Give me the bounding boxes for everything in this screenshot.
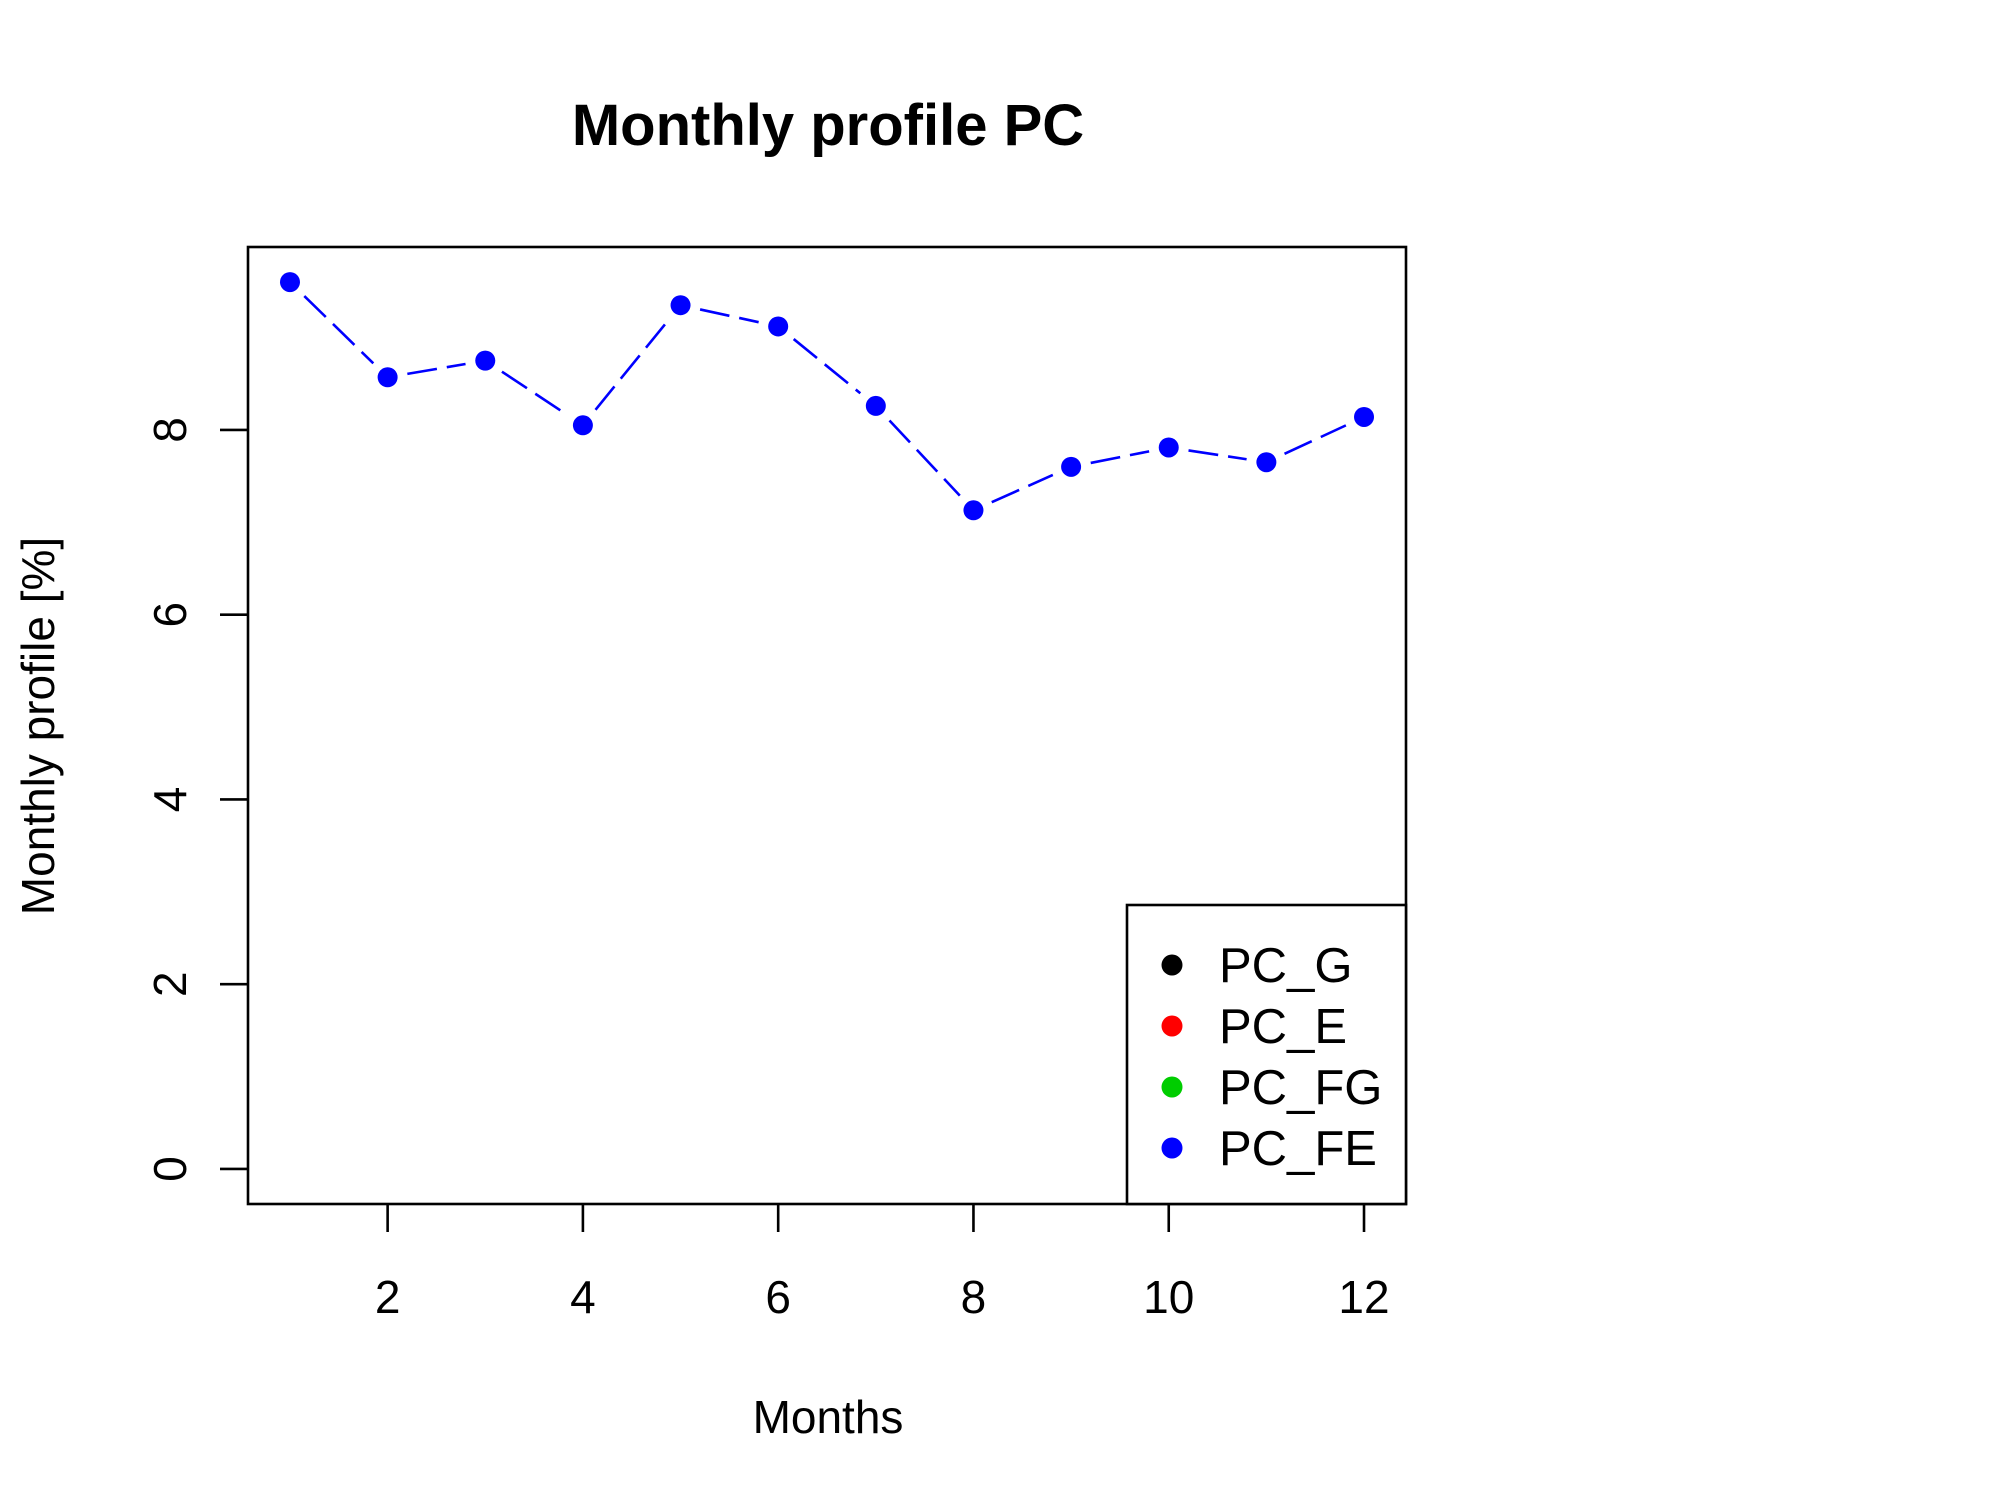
data-point-5 (670, 295, 691, 316)
series-line-segment (699, 308, 759, 324)
legend: PC_G PC_E PC_FG PC_FE (1125, 903, 1408, 1206)
x-axis: 2 4 6 8 10 12 (375, 1204, 1390, 1323)
legend-marker-pc-fe (1161, 1137, 1183, 1159)
x-tick-label: 2 (375, 1271, 401, 1323)
y-tick-label: 4 (144, 787, 196, 813)
x-tick-label: 6 (765, 1271, 791, 1323)
x-tick-label: 4 (570, 1271, 596, 1323)
data-point-6 (768, 316, 789, 337)
series-pc-fe (279, 272, 1375, 521)
chart-title: Monthly profile PC (572, 93, 1084, 158)
x-tick-label: 10 (1143, 1271, 1194, 1323)
data-point-4 (572, 415, 593, 436)
data-point-11 (1256, 452, 1277, 473)
series-line-segment (1283, 424, 1347, 456)
series-line-segment (501, 370, 567, 416)
legend-marker-pc-fg (1161, 1076, 1183, 1098)
y-tick-label: 2 (144, 971, 196, 997)
data-point-1 (279, 272, 300, 293)
series-line-segment (792, 338, 862, 395)
legend-marker-pc-e (1161, 1015, 1183, 1037)
series-layer (279, 272, 1375, 521)
legend-label: PC_FG (1219, 1061, 1382, 1115)
series-line-segment (594, 319, 669, 411)
data-point-2 (377, 367, 398, 388)
series-line-segment (1188, 449, 1247, 461)
data-point-8 (963, 500, 984, 521)
data-point-9 (1061, 456, 1082, 477)
x-tick-label: 8 (961, 1271, 987, 1323)
legend-marker-pc-g (1161, 954, 1183, 976)
legend-label: PC_FE (1219, 1122, 1377, 1176)
x-axis-label: Months (753, 1391, 904, 1443)
data-point-10 (1158, 437, 1179, 458)
y-tick-label: 6 (144, 602, 196, 628)
series-line-segment (303, 295, 375, 365)
series-line-segment (888, 419, 961, 497)
data-point-12 (1354, 406, 1375, 427)
series-line-segment (1090, 450, 1150, 465)
data-point-3 (475, 350, 496, 371)
legend-label: PC_G (1219, 939, 1352, 993)
y-axis-label: Monthly profile [%] (12, 537, 64, 915)
legend-label: PC_E (1219, 1000, 1347, 1054)
series-line-segment (407, 362, 466, 376)
data-point-7 (865, 395, 886, 416)
y-tick-label: 8 (144, 417, 196, 443)
y-axis: 0 2 4 6 8 (144, 417, 248, 1182)
series-line-segment (991, 473, 1054, 504)
plot-frame (246, 245, 1408, 1206)
x-tick-label: 12 (1338, 1271, 1389, 1323)
y-tick-label: 0 (144, 1156, 196, 1182)
